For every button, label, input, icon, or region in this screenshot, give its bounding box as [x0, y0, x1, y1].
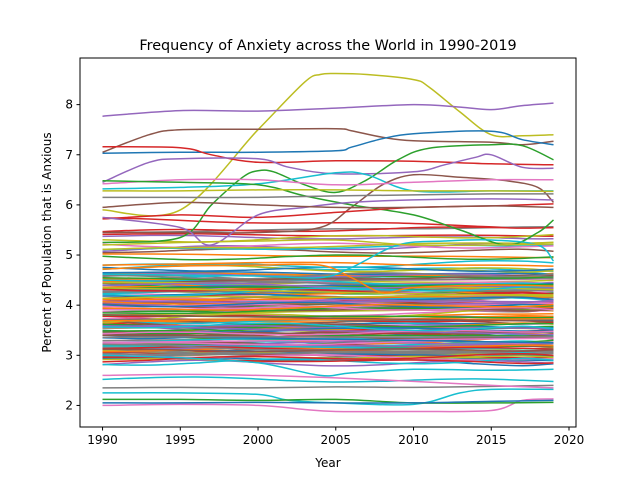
y-tick-label: 7	[65, 148, 73, 162]
series-line	[102, 376, 554, 383]
series-line	[102, 253, 554, 259]
series-line	[102, 226, 554, 233]
series-line	[102, 178, 554, 186]
y-tick-label: 6	[65, 198, 73, 212]
series-line	[102, 153, 554, 183]
series-line	[102, 201, 554, 209]
x-axis-label: Year	[314, 456, 340, 470]
x-tick-label: 2005	[321, 433, 352, 447]
y-axis-label: Percent of Population that is Anxious	[40, 132, 54, 352]
series-line	[102, 348, 554, 353]
series-line	[102, 354, 554, 377]
series-line	[102, 384, 554, 389]
series-line	[102, 278, 554, 286]
y-axis: 2 3 4 5 6 7 8	[65, 98, 80, 412]
x-tick-label: 2010	[398, 433, 429, 447]
series-line	[102, 72, 554, 217]
series-line	[102, 337, 554, 344]
series-line	[102, 254, 554, 261]
series-line	[102, 173, 555, 234]
x-tick-label: 2000	[243, 433, 274, 447]
series-line	[102, 322, 554, 332]
series-line	[102, 285, 554, 297]
y-tick-label: 8	[65, 98, 73, 112]
plot-frame	[79, 57, 577, 428]
x-axis: 1990 1995 2000 2005 2010 2015 2020	[87, 427, 584, 447]
series-line	[102, 292, 554, 301]
series-layer	[102, 72, 555, 413]
series-line	[102, 145, 554, 166]
y-tick-label: 4	[65, 298, 73, 312]
series-line	[102, 398, 554, 404]
series-line	[102, 241, 554, 251]
series-line	[102, 263, 554, 294]
series-line	[102, 287, 554, 298]
series-line	[102, 198, 554, 246]
series-line	[102, 248, 554, 254]
x-tick-label: 1990	[87, 433, 118, 447]
series-line	[102, 335, 554, 338]
series-line	[102, 261, 554, 267]
x-tick-label: 2020	[554, 433, 585, 447]
series-line	[102, 399, 554, 404]
series-line	[102, 332, 554, 338]
series-line	[102, 130, 554, 155]
series-line	[102, 325, 554, 336]
series-line	[102, 127, 554, 153]
series-line	[102, 303, 554, 311]
chart-title: Frequency of Anxiety across the World in…	[139, 38, 516, 54]
series-line	[102, 193, 554, 199]
series-line	[102, 398, 554, 413]
x-tick-label: 1995	[165, 433, 196, 447]
series-line	[102, 330, 554, 337]
series-line	[102, 329, 554, 336]
series-line	[102, 102, 554, 117]
series-line	[102, 288, 554, 296]
series-line	[102, 238, 555, 279]
series-line	[102, 314, 554, 323]
y-tick-label: 2	[65, 398, 73, 412]
series-line	[102, 239, 554, 247]
y-tick-label: 3	[65, 348, 73, 362]
y-tick-label: 5	[65, 248, 73, 262]
series-line	[102, 216, 554, 229]
series-line	[102, 342, 554, 350]
x-tick-label: 2015	[476, 433, 507, 447]
series-line	[102, 303, 554, 311]
series-line	[102, 318, 554, 322]
series-line	[102, 189, 554, 193]
series-line	[102, 272, 554, 278]
series-line	[102, 300, 554, 304]
series-line	[102, 373, 554, 389]
